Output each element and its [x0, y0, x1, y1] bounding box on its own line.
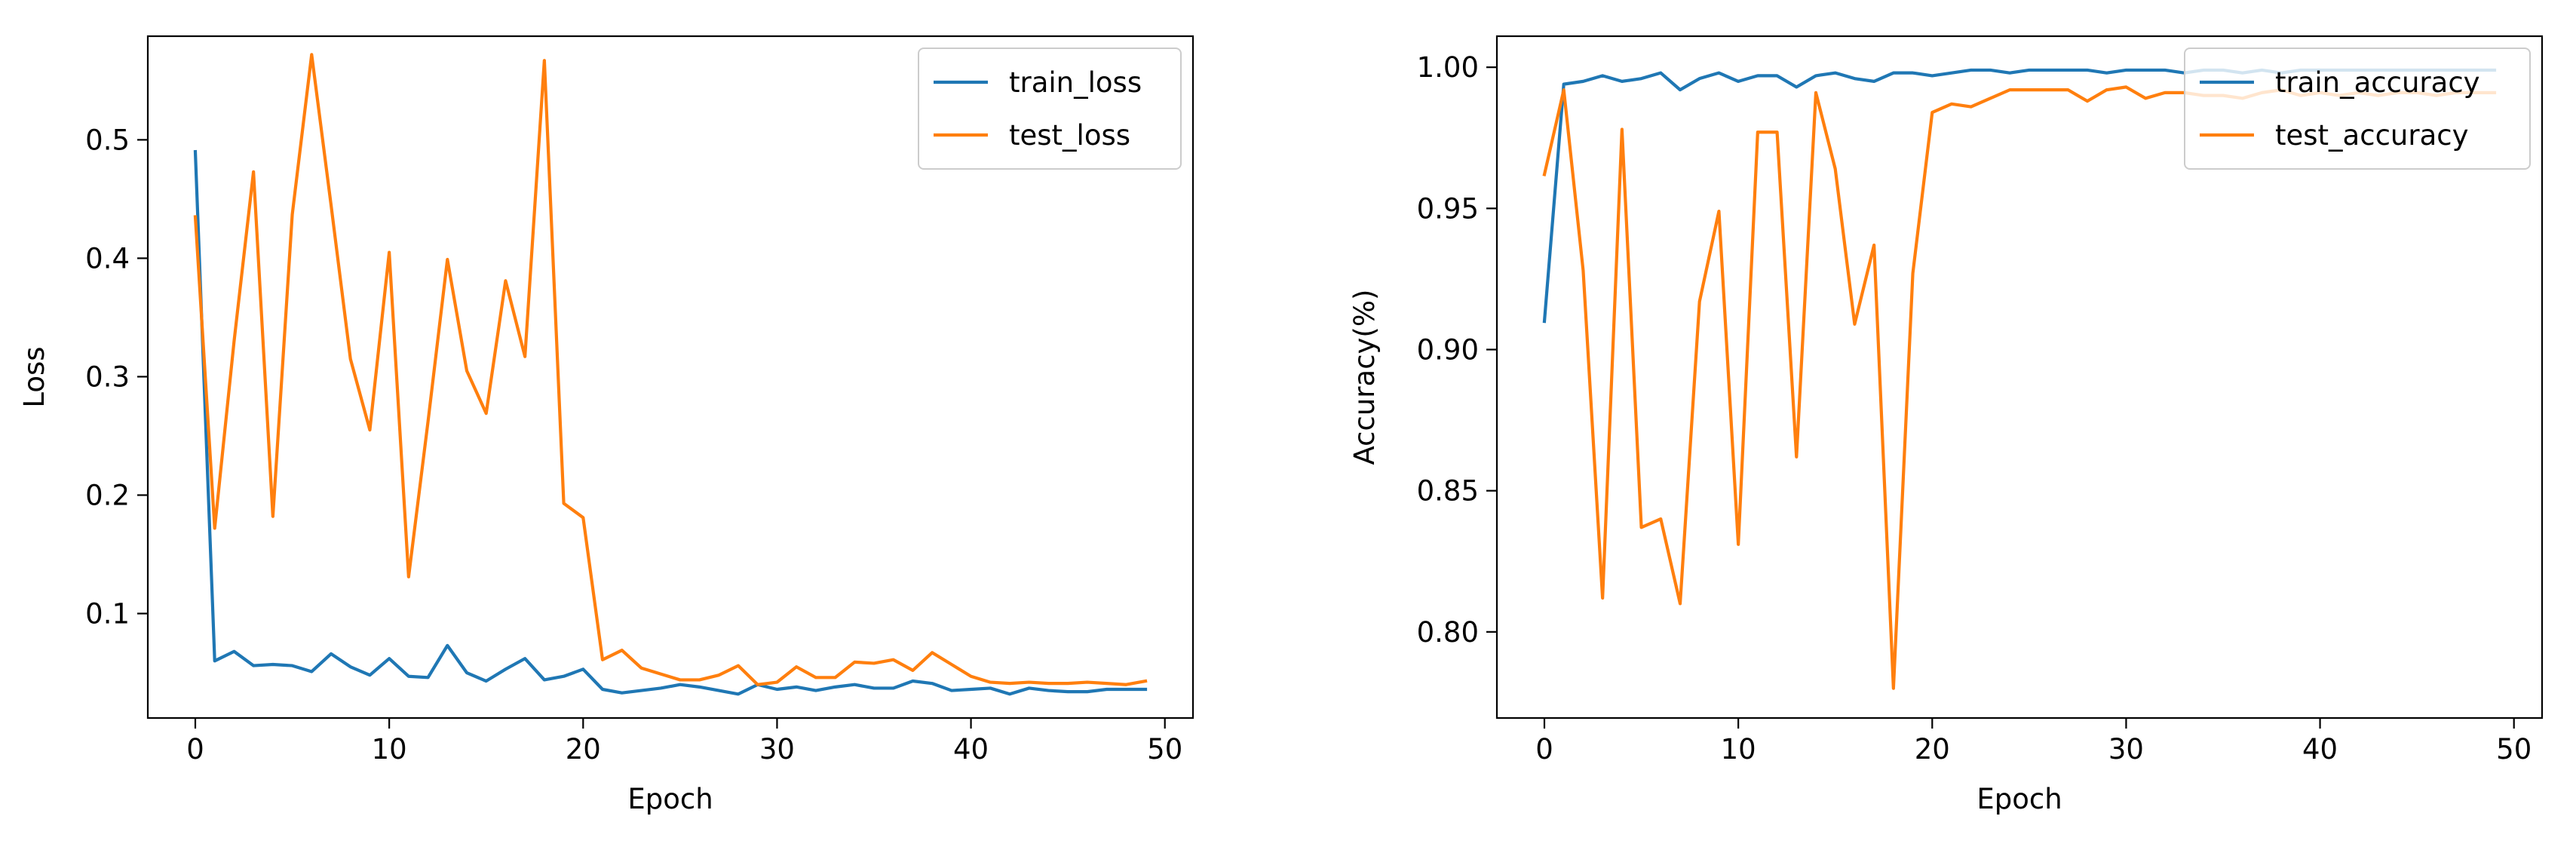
x-tick-label: 10: [372, 733, 407, 766]
legend-label: test_loss: [1009, 119, 1130, 152]
legend-label: test_accuracy: [2275, 119, 2469, 152]
series-line-train-loss: [193, 149, 1148, 696]
x-tick-label: 0: [186, 733, 204, 766]
plot-frame: [146, 35, 1194, 720]
x-tick-label: 20: [566, 733, 601, 766]
legend: train_loss test_loss: [918, 48, 1182, 170]
chart-2: 0 10 20 30 40 50 0.80 0.85 0.90 0.95 1.00 Epoch Accu…: [1348, 35, 2544, 815]
y-tick-label: 0.1: [85, 598, 130, 631]
charts-root: 0 10 20 30 40 50 0.1 0.2 0.3 0.4 0.5 Epoch Loss train…: [18, 35, 2544, 815]
y-tick-label: 0.80: [1417, 616, 1479, 649]
x-axis-label: Epoch: [1976, 783, 2062, 815]
legend-box: [918, 48, 1182, 170]
legend: train_accuracy test_accuracy: [2184, 48, 2531, 170]
x-tick-label: 50: [1147, 733, 1182, 766]
x-tick-label: 30: [759, 733, 795, 766]
x-tick-label: 40: [953, 733, 989, 766]
y-tick-label: 0.5: [85, 124, 130, 156]
x-tick-label: 10: [1721, 733, 1756, 766]
x-tick-label: 30: [2108, 733, 2144, 766]
x-tick-label: 40: [2302, 733, 2338, 766]
y-axis-label: Accuracy(%): [1348, 290, 1381, 465]
y-tick-label: 0.85: [1417, 475, 1479, 508]
x-axis-label: Epoch: [627, 783, 713, 815]
y-tick-label: 0.90: [1417, 334, 1479, 367]
legend-label: train_loss: [1009, 66, 1142, 99]
plot-frame: [1495, 35, 2544, 720]
y-tick-label: 0.2: [85, 479, 130, 511]
y-tick-label: 0.3: [85, 361, 130, 393]
x-tick-label: 50: [2496, 733, 2532, 766]
legend-box: [2184, 48, 2531, 170]
y-axis-label: Loss: [18, 346, 51, 407]
legend-label: train_accuracy: [2275, 66, 2480, 99]
y-tick-label: 0.4: [85, 242, 130, 275]
y-tick-label: 1.00: [1417, 51, 1479, 84]
x-tick-label: 20: [1915, 733, 1950, 766]
chart-1: 0 10 20 30 40 50 0.1 0.2 0.3 0.4 0.5 Epoch Loss train…: [18, 35, 1194, 815]
y-tick-label: 0.95: [1417, 192, 1479, 225]
series-line-test-loss: [193, 53, 1148, 686]
x-tick-label: 0: [1535, 733, 1553, 766]
